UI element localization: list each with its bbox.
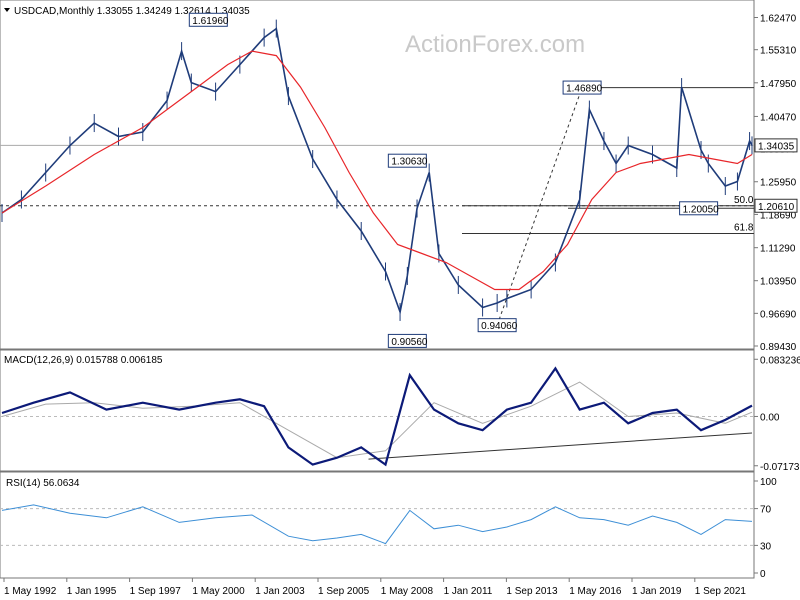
- x-tick-label: 1 Jan 2003: [255, 586, 305, 597]
- price-annotation: 1.46890: [562, 80, 603, 95]
- price-annotation: 1.20050: [679, 201, 720, 216]
- macd-layer: [0, 366, 754, 467]
- x-tick-label: 1 Sep 2013: [506, 586, 558, 597]
- price-y-tick-label: 0.89430: [760, 342, 797, 353]
- annotation-label: 1.46890: [566, 84, 603, 95]
- rsi-pane-frame: [0, 471, 755, 579]
- fib-trend-line: [496, 87, 583, 326]
- x-tick-label: 1 Jan 2019: [632, 586, 682, 597]
- macd-pane-frame: [0, 349, 755, 472]
- x-tick-label: 1 Sep 2021: [695, 586, 747, 597]
- rsi-y-tick-label: 70: [760, 505, 772, 516]
- rsi-title: RSI(14) 56.0634: [6, 478, 80, 489]
- price-y-tick-label: 1.47950: [760, 79, 797, 90]
- annotation-label: 0.90560: [391, 337, 428, 348]
- annotation-label: 1.61960: [192, 16, 229, 27]
- rsi-layer: [0, 504, 754, 546]
- price-y-tick-label: 1.03950: [760, 277, 797, 288]
- x-tick-label: 1 May 1992: [4, 586, 57, 597]
- price-y-tick-label: 1.55310: [760, 46, 797, 57]
- level-price-box: [754, 198, 798, 213]
- price-annotation: 1.61960: [188, 12, 229, 27]
- price-annotation: 1.30630: [387, 153, 428, 168]
- watermark: ActionForex.com: [405, 31, 585, 58]
- price-y-tick-label: 1.18690: [760, 210, 797, 221]
- price-annotation: 0.94060: [477, 318, 518, 333]
- price-y-tick-label: 0.96690: [760, 309, 797, 320]
- annotation-label: 0.94060: [481, 321, 518, 332]
- price-annotation: 0.90560: [387, 333, 428, 348]
- fib-label: 50.0: [734, 195, 754, 206]
- x-tick-label: 1 Sep 2005: [318, 586, 370, 597]
- annotation-box: [387, 333, 427, 348]
- annotation-label: 1.20050: [683, 204, 720, 215]
- current-price-label: 1.34035: [758, 141, 795, 152]
- price-y-tick-label: 1.11290: [760, 244, 796, 255]
- rsi-y-tick-label: 100: [760, 477, 777, 488]
- dropdown-triangle-icon[interactable]: [4, 8, 10, 12]
- macd-line: [1, 366, 753, 467]
- macd-y-tick-label: 0.00: [760, 412, 780, 423]
- x-tick-label: 1 May 2016: [569, 586, 622, 597]
- ma-series-line: [1, 50, 753, 291]
- price-y-tick-label: 1.62470: [760, 13, 797, 24]
- price-series-line: [1, 27, 753, 315]
- macd-trend-line: [368, 432, 753, 460]
- axis-layer: 1.624701.553101.479501.404701.333701.259…: [3, 13, 800, 597]
- price-layer: 50.0 61.8 1.61960 1.30630 0.90560 0.94060 1.46…: [0, 12, 754, 348]
- x-tick-label: 1 Sep 1997: [130, 586, 182, 597]
- rsi-y-tick-label: 0: [760, 569, 766, 580]
- macd-signal-line: [1, 381, 753, 459]
- x-tick-label: 1 May 2008: [381, 586, 434, 597]
- current-price-box: [754, 138, 798, 153]
- fib-label: 61.8: [734, 222, 754, 233]
- x-tick-label: 1 May 2000: [192, 586, 245, 597]
- annotation-box: [562, 80, 602, 95]
- annotation-box: [477, 318, 517, 333]
- rsi-line: [1, 504, 753, 545]
- x-tick-label: 1 Jan 1995: [67, 586, 117, 597]
- rsi-y-tick-label: 30: [760, 541, 772, 552]
- x-tick-label: 1 Jan 2011: [444, 586, 493, 597]
- price-y-tick-label: 1.25950: [760, 178, 797, 189]
- annotation-box: [188, 12, 228, 27]
- price-y-tick-label: 1.40470: [760, 112, 797, 123]
- annotation-box: [679, 201, 719, 216]
- price-title: USDCAD,Monthly 1.33055 1.34249 1.32614 1…: [14, 6, 250, 17]
- price-pane-frame: [0, 0, 755, 350]
- macd-y-tick-label: 0.083236: [760, 355, 800, 366]
- level-price-label: 1.20610: [758, 202, 795, 213]
- annotation-box: [387, 153, 427, 168]
- macd-title: MACD(12,26,9) 0.015788 0.006185: [4, 355, 163, 366]
- annotation-label: 1.30630: [391, 157, 428, 168]
